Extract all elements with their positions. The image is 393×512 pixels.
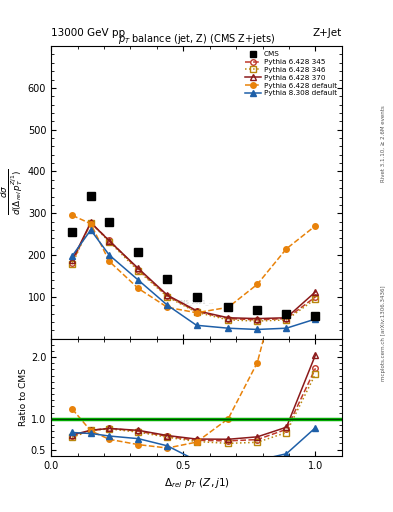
- CMS: [313, 313, 318, 319]
- Pythia 6.428 345: [284, 315, 289, 322]
- Pythia 8.308 default: [70, 253, 75, 259]
- Line: Pythia 6.428 346: Pythia 6.428 346: [70, 220, 318, 324]
- Pythia 6.428 345: [136, 267, 141, 273]
- CMS: [255, 307, 260, 313]
- CMS: [107, 219, 112, 225]
- Y-axis label: $\frac{d\sigma}{d(\Delta_{rel}\,p_T^{Zj1})}$: $\frac{d\sigma}{d(\Delta_{rel}\,p_T^{Zj1…: [0, 169, 25, 216]
- CMS: [88, 193, 93, 199]
- Pythia 6.428 370: [88, 219, 93, 225]
- Pythia 6.428 346: [107, 239, 112, 245]
- Line: CMS: CMS: [68, 192, 319, 319]
- Pythia 6.428 345: [313, 294, 318, 300]
- Text: 13000 GeV pp: 13000 GeV pp: [51, 28, 125, 38]
- Line: Pythia 8.308 default: Pythia 8.308 default: [70, 227, 318, 332]
- Pythia 8.308 default: [107, 252, 112, 258]
- Pythia 6.428 default: [284, 246, 289, 252]
- Pythia 6.428 default: [70, 212, 75, 219]
- Pythia 8.308 default: [88, 227, 93, 233]
- Pythia 6.428 346: [284, 317, 289, 323]
- Line: Pythia 6.428 370: Pythia 6.428 370: [70, 220, 318, 322]
- Pythia 6.428 370: [165, 292, 170, 298]
- Pythia 6.428 345: [70, 260, 75, 266]
- Pythia 8.308 default: [165, 302, 170, 308]
- X-axis label: $\Delta_{rel}$ $p_T$ $(Z,j1)$: $\Delta_{rel}$ $p_T$ $(Z,j1)$: [163, 476, 230, 490]
- Title: $p_T$ balance (jet, Z) (CMS Z+jets): $p_T$ balance (jet, Z) (CMS Z+jets): [118, 32, 275, 46]
- Pythia 6.428 346: [313, 296, 318, 302]
- Pythia 6.428 default: [165, 304, 170, 310]
- Pythia 6.428 370: [194, 308, 199, 314]
- Line: Pythia 6.428 default: Pythia 6.428 default: [70, 212, 318, 315]
- Pythia 6.428 default: [226, 304, 231, 310]
- CMS: [284, 311, 289, 317]
- Pythia 6.428 346: [136, 268, 141, 274]
- Pythia 6.428 345: [226, 315, 231, 322]
- CMS: [136, 249, 141, 255]
- Pythia 6.428 default: [313, 223, 318, 229]
- Pythia 6.428 370: [70, 257, 75, 263]
- CMS: [70, 229, 75, 235]
- Pythia 6.428 370: [226, 315, 231, 321]
- Y-axis label: Ratio to CMS: Ratio to CMS: [19, 368, 28, 426]
- Pythia 6.428 345: [165, 293, 170, 299]
- Pythia 6.428 default: [107, 258, 112, 264]
- Pythia 8.308 default: [194, 322, 199, 328]
- Legend: CMS, Pythia 6.428 345, Pythia 6.428 346, Pythia 6.428 370, Pythia 6.428 default,: CMS, Pythia 6.428 345, Pythia 6.428 346,…: [244, 50, 338, 98]
- Pythia 6.428 default: [255, 281, 260, 287]
- Pythia 6.428 default: [194, 310, 199, 316]
- Pythia 6.428 370: [107, 238, 112, 244]
- Pythia 6.428 345: [107, 238, 112, 244]
- Pythia 6.428 346: [194, 309, 199, 315]
- CMS: [226, 304, 231, 310]
- Text: Z+Jet: Z+Jet: [313, 28, 342, 38]
- Pythia 6.428 370: [284, 315, 289, 321]
- Pythia 8.308 default: [313, 316, 318, 322]
- Pythia 6.428 346: [70, 261, 75, 267]
- Pythia 6.428 370: [136, 265, 141, 271]
- Pythia 6.428 346: [226, 317, 231, 323]
- Pythia 8.308 default: [284, 325, 289, 331]
- Pythia 6.428 346: [88, 220, 93, 226]
- Pythia 6.428 default: [136, 285, 141, 291]
- Pythia 6.428 345: [194, 308, 199, 314]
- Pythia 8.308 default: [226, 325, 231, 331]
- Pythia 6.428 370: [255, 315, 260, 322]
- Pythia 6.428 default: [88, 221, 93, 227]
- Text: mcplots.cern.ch [arXiv:1306.3436]: mcplots.cern.ch [arXiv:1306.3436]: [381, 285, 386, 380]
- Text: CMS_2021_...: CMS_2021_...: [178, 300, 215, 305]
- Pythia 6.428 346: [165, 294, 170, 300]
- Pythia 6.428 345: [255, 317, 260, 323]
- Line: Pythia 6.428 345: Pythia 6.428 345: [70, 220, 318, 323]
- Text: Rivet 3.1.10, ≥ 2.6M events: Rivet 3.1.10, ≥ 2.6M events: [381, 105, 386, 182]
- Pythia 6.428 345: [88, 220, 93, 226]
- Pythia 8.308 default: [255, 326, 260, 332]
- Pythia 6.428 370: [313, 289, 318, 295]
- Pythia 8.308 default: [136, 277, 141, 283]
- CMS: [165, 276, 170, 282]
- Pythia 6.428 346: [255, 318, 260, 324]
- CMS: [194, 294, 199, 300]
